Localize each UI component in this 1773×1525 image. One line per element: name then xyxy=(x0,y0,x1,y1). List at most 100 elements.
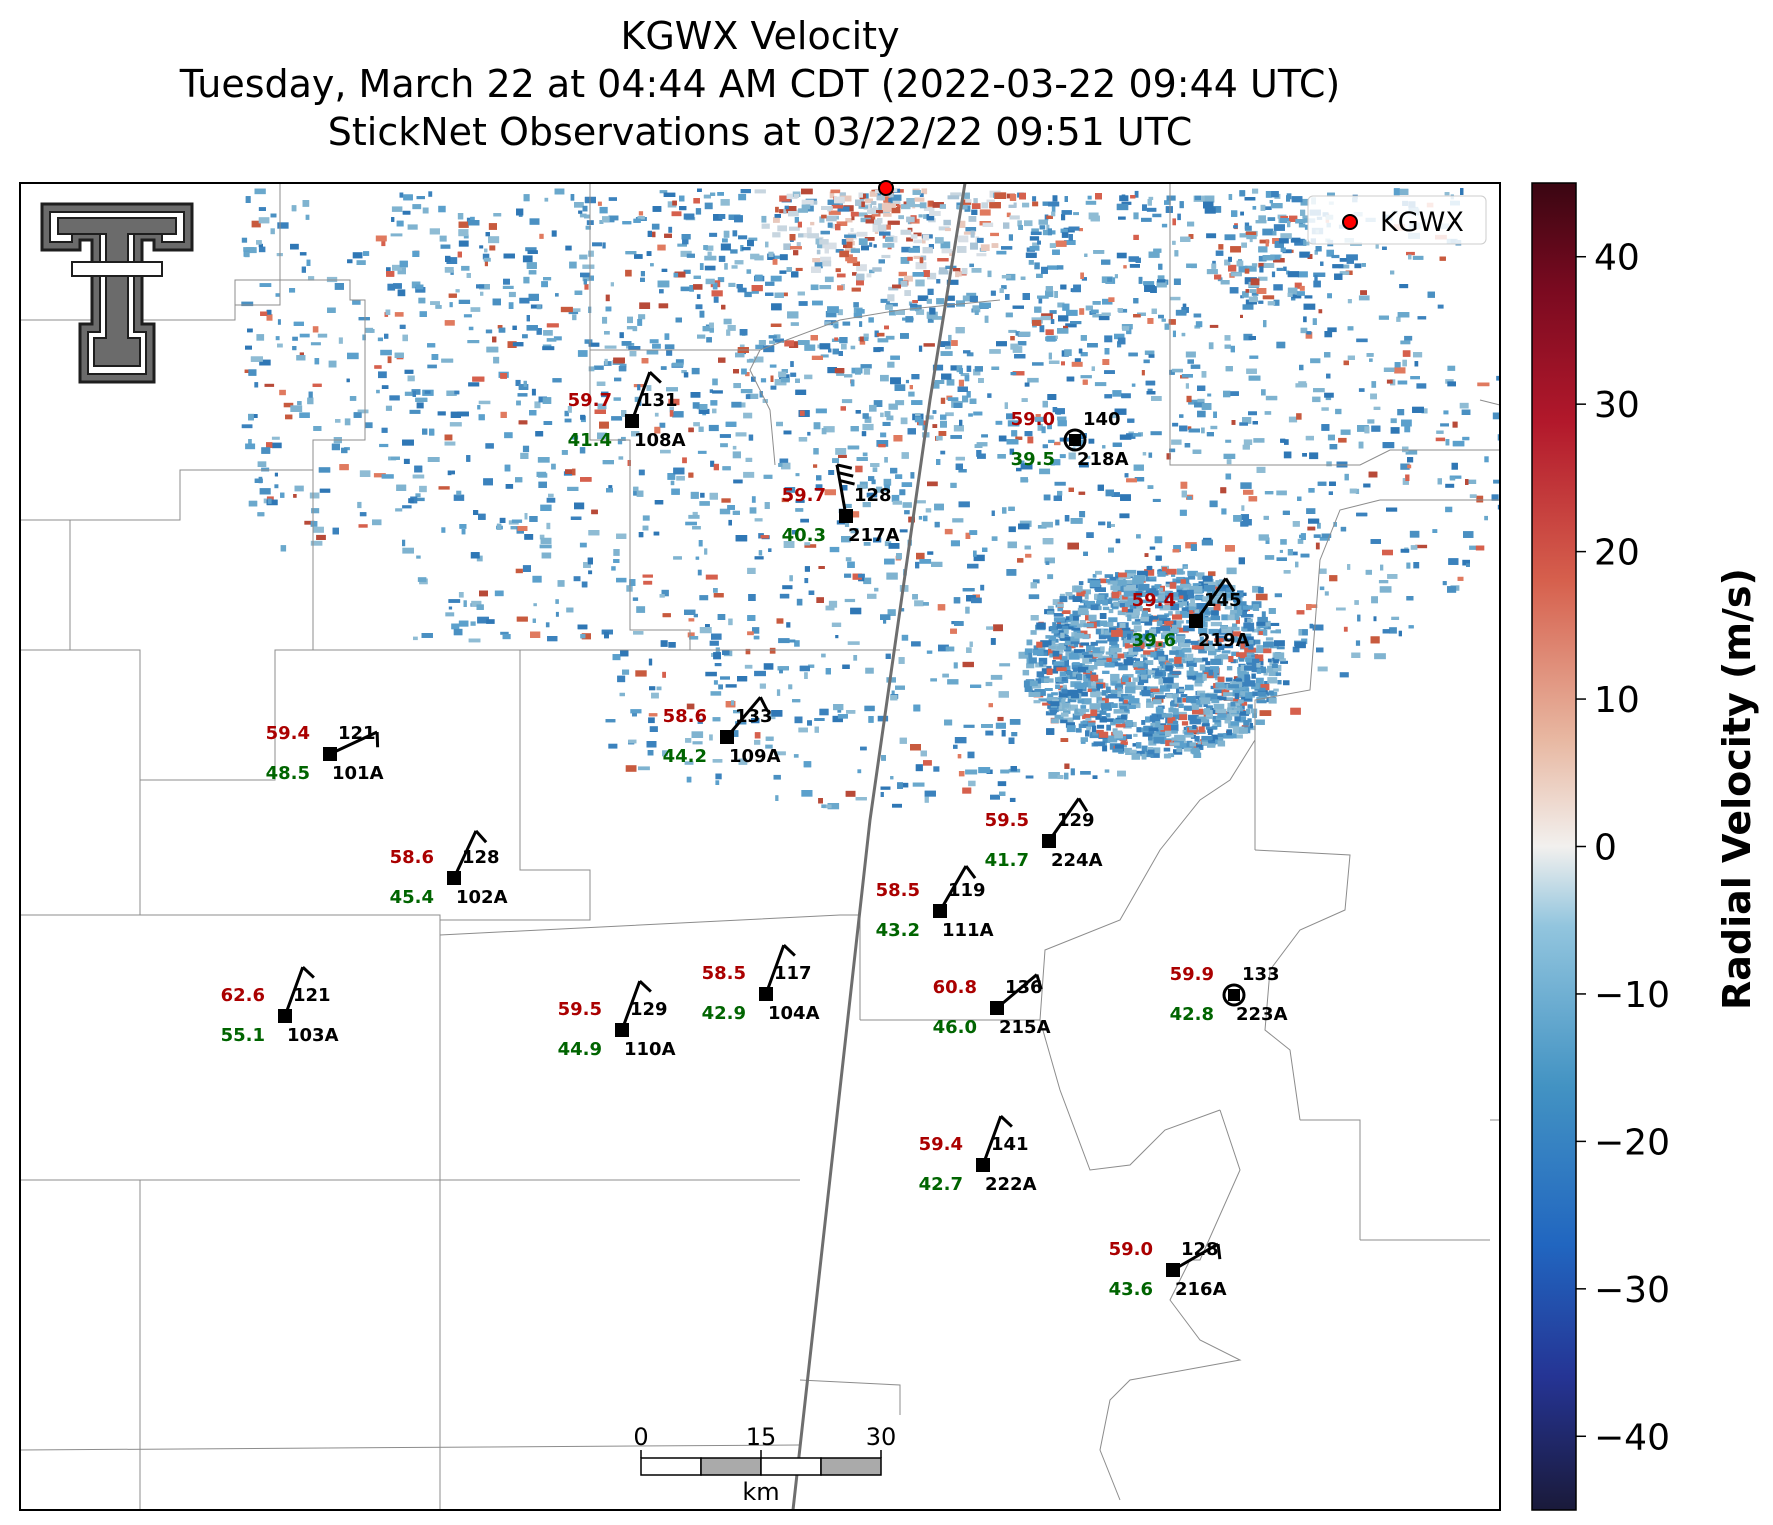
station-marker xyxy=(278,1009,292,1023)
title-line-1: KGWX Velocity xyxy=(620,14,900,58)
station-temperature: 59.4 xyxy=(919,1134,963,1155)
station-dewpoint: 44.9 xyxy=(558,1039,602,1060)
station-temperature: 59.0 xyxy=(1109,1239,1153,1260)
radar-site-marker xyxy=(878,180,894,196)
station-id: 218A xyxy=(1077,449,1129,470)
station-plot-110A: 59.5 129 44.9 110A xyxy=(558,980,676,1060)
wind-barb-flag xyxy=(638,980,652,993)
station-id: 110A xyxy=(624,1039,676,1060)
title-line-3: StickNet Observations at 03/22/22 09:51 … xyxy=(327,110,1193,154)
scale-bar: 0 15 30 km xyxy=(633,1423,896,1506)
wind-barb-staff xyxy=(1172,1242,1219,1272)
station-dewpoint: 48.5 xyxy=(266,763,310,784)
station-marker xyxy=(1228,989,1240,1001)
colorbar-tick-label: 0 xyxy=(1594,828,1617,869)
map-frame xyxy=(19,182,1501,1511)
wind-barb-flag xyxy=(839,479,855,486)
scale-unit: km xyxy=(742,1478,779,1506)
station-pressure: 145 xyxy=(1204,590,1242,611)
colorbar-tick-label: −40 xyxy=(1594,1417,1670,1458)
wind-barb-staff xyxy=(764,944,786,995)
station-id: 104A xyxy=(768,1003,820,1024)
wind-barb-staff xyxy=(329,730,378,756)
station-dewpoint: 39.6 xyxy=(1132,630,1176,651)
station-id: 215A xyxy=(999,1017,1051,1038)
legend: KGWX xyxy=(1307,195,1487,245)
wind-barb-staff xyxy=(1047,797,1081,842)
station-id: 217A xyxy=(848,525,900,546)
station-temperature: 59.7 xyxy=(782,485,826,506)
station-temperature: 58.6 xyxy=(390,847,434,868)
state-boundary xyxy=(791,183,967,1510)
scale-tick-1: 15 xyxy=(746,1423,777,1451)
station-plot-104A: 58.5 117 42.9 104A xyxy=(702,944,820,1024)
station-dewpoint: 55.1 xyxy=(221,1025,265,1046)
station-marker xyxy=(1189,614,1203,628)
station-pressure: 121 xyxy=(293,985,331,1006)
title-line-2: Tuesday, March 22 at 04:44 AM CDT (2022-… xyxy=(179,62,1341,106)
station-pressure: 133 xyxy=(1242,964,1280,985)
station-pressure: 136 xyxy=(1005,977,1043,998)
colorbar-tick-label: −30 xyxy=(1594,1270,1670,1311)
wind-barb-staff xyxy=(1194,577,1228,622)
station-marker xyxy=(720,730,734,744)
station-id: 219A xyxy=(1198,630,1250,651)
station-dewpoint: 42.7 xyxy=(919,1174,963,1195)
station-id: 108A xyxy=(634,430,686,451)
legend-marker xyxy=(1342,214,1358,230)
station-temperature: 59.5 xyxy=(985,810,1029,831)
station-marker xyxy=(976,1158,990,1172)
station-plot-102A: 58.6 128 45.4 102A xyxy=(390,829,508,908)
colorbar-tick-label: 10 xyxy=(1594,680,1640,721)
station-marker xyxy=(839,509,853,523)
station-dewpoint: 41.7 xyxy=(985,850,1029,871)
wind-barb-flag xyxy=(1035,974,1043,990)
station-temperature: 60.8 xyxy=(933,977,977,998)
station-dewpoint: 40.3 xyxy=(782,525,826,546)
wind-barb-staff xyxy=(620,980,642,1031)
wind-barb-flag xyxy=(836,463,853,470)
wind-barb-staff xyxy=(452,830,478,879)
station-plot-222A: 59.4 141 42.7 222A xyxy=(919,1115,1037,1195)
station-marker xyxy=(933,904,947,918)
wind-barb-staff xyxy=(283,966,305,1017)
station-temperature: 59.7 xyxy=(568,390,612,411)
station-id: 101A xyxy=(332,763,384,784)
station-dewpoint: 39.5 xyxy=(1011,449,1055,470)
station-pressure: 117 xyxy=(774,963,812,984)
station-pressure: 129 xyxy=(630,999,668,1020)
station-dewpoint: 41.4 xyxy=(568,430,612,451)
station-id: 103A xyxy=(287,1025,339,1046)
wind-barb-flag xyxy=(301,966,315,979)
station-marker xyxy=(990,1001,1004,1015)
station-pressure: 133 xyxy=(735,706,773,727)
station-plot-219A: 59.4 145 39.6 219A xyxy=(1132,577,1250,651)
station-plot-218A: 59.0 140 39.5 218A xyxy=(1011,409,1129,470)
station-temperature: 58.5 xyxy=(876,880,920,901)
calm-wind-circle xyxy=(1063,428,1087,452)
wind-barb-flag xyxy=(759,696,769,712)
station-pressure: 121 xyxy=(338,723,376,744)
county-boundaries xyxy=(20,183,1500,1510)
station-pressure: 128 xyxy=(462,847,500,868)
wind-barb-flag xyxy=(782,944,796,957)
station-temperature: 58.6 xyxy=(663,706,707,727)
colorbar-label: Radial Velocity (m/s) xyxy=(1715,568,1759,1010)
wind-barb-flag xyxy=(474,829,488,844)
texas-tech-logo xyxy=(40,202,194,384)
calm-wind-circle xyxy=(1222,983,1246,1007)
station-plot-108A: 59.7 131 41.4 108A xyxy=(568,371,686,451)
station-temperature: 58.5 xyxy=(702,963,746,984)
wind-barb-flag xyxy=(999,1115,1013,1128)
station-marker xyxy=(1166,1263,1180,1277)
station-id: 109A xyxy=(729,746,781,767)
station-plot-109A: 58.6 133 44.2 109A xyxy=(663,696,781,767)
station-temperature: 62.6 xyxy=(221,985,265,1006)
station-plot-217A: 59.7 128 40.3 217A xyxy=(782,463,900,546)
wind-barb-flag xyxy=(1077,797,1089,813)
colorbar-tick-label: 30 xyxy=(1594,385,1640,426)
station-pressure: 128 xyxy=(1181,1239,1219,1260)
station-id: 111A xyxy=(942,920,994,941)
station-temperature: 59.5 xyxy=(558,999,602,1020)
